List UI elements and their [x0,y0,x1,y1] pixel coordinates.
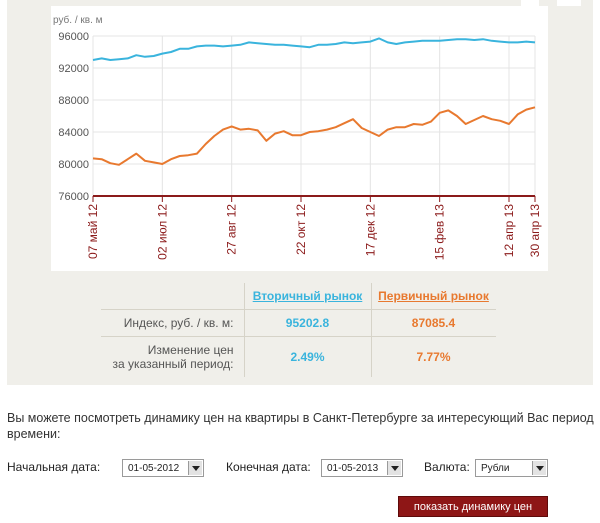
x-tick-label: 17 дек 12 [363,204,377,257]
primary-market-line [92,106,536,166]
change-label: Изменение цен за указанный период: [101,336,245,377]
end-date-label: Конечная дата: [226,460,311,474]
x-tick-label: 15 фев 13 [433,204,447,261]
y-tick-label: 96000 [58,31,89,43]
primary-market-link[interactable]: Первичный рынок [370,283,496,310]
y-tick-label: 88000 [58,95,89,107]
table-row: Изменение цен за указанный период: 2.49%… [101,336,496,377]
currency-select[interactable]: Рубли [475,459,548,477]
index-secondary-value: 95202.8 [243,309,372,337]
secondary-market-header[interactable]: Вторичный рынок [252,289,363,303]
show-price-dynamics-button[interactable]: показать динамику цен [398,496,548,517]
top-tab-fragment [557,0,581,6]
top-tab-fragment [521,0,539,6]
index-label: Индекс, руб. / кв. м: [101,309,245,337]
y-tick-label: 84000 [58,127,89,139]
primary-market-header[interactable]: Первичный рынок [378,289,489,303]
y-tick-label: 80000 [58,159,89,171]
x-tick-label: 30 апр 13 [528,204,542,258]
x-tick-label: 02 июл 12 [155,204,169,260]
end-date-select[interactable]: 01-05-2013 [321,459,403,477]
secondary-market-link[interactable]: Вторичный рынок [243,283,372,310]
x-tick-label: 07 май 12 [86,204,100,259]
start-date-value: 01-05-2012 [128,463,180,474]
end-date-value: 01-05-2013 [327,463,379,474]
start-date-select[interactable]: 01-05-2012 [122,459,204,477]
change-label-line2: за указанный период: [112,357,234,371]
change-primary-value: 7.77% [370,336,496,377]
start-date-label: Начальная дата: [7,460,101,474]
y-tick-label: 76000 [58,191,89,203]
currency-value: Рубли [481,463,510,474]
info-text: Вы можете посмотреть динамику цен на ква… [7,411,594,441]
currency-label: Валюта: [424,460,470,474]
table-corner-cell [101,283,245,310]
chevron-down-icon[interactable] [188,461,202,475]
x-tick-label: 27 авг 12 [225,204,239,255]
chevron-down-icon[interactable] [532,461,546,475]
price-chart: 76000 80000 84000 88000 92000 96000 07 май 12 0… [51,6,548,271]
change-label-line1: Изменение цен [147,343,234,357]
secondary-market-line [92,37,536,61]
x-tick-label: 12 апр 13 [502,204,516,258]
y-tick-label: 92000 [58,63,89,75]
index-primary-value: 87085.4 [370,309,496,337]
price-summary-table: Вторичный рынок Первичный рынок Индекс, … [101,283,496,377]
y-axis-label: руб. / кв. м [53,14,103,26]
x-tick-label: 22 окт 12 [294,204,308,255]
table-row: Индекс, руб. / кв. м: 95202.8 87085.4 [101,309,496,337]
table-header-row: Вторичный рынок Первичный рынок [101,283,496,310]
chevron-down-icon[interactable] [387,461,401,475]
price-chart-svg: 76000 80000 84000 88000 92000 96000 07 май 12 0… [53,14,542,261]
change-secondary-value: 2.49% [243,336,372,377]
